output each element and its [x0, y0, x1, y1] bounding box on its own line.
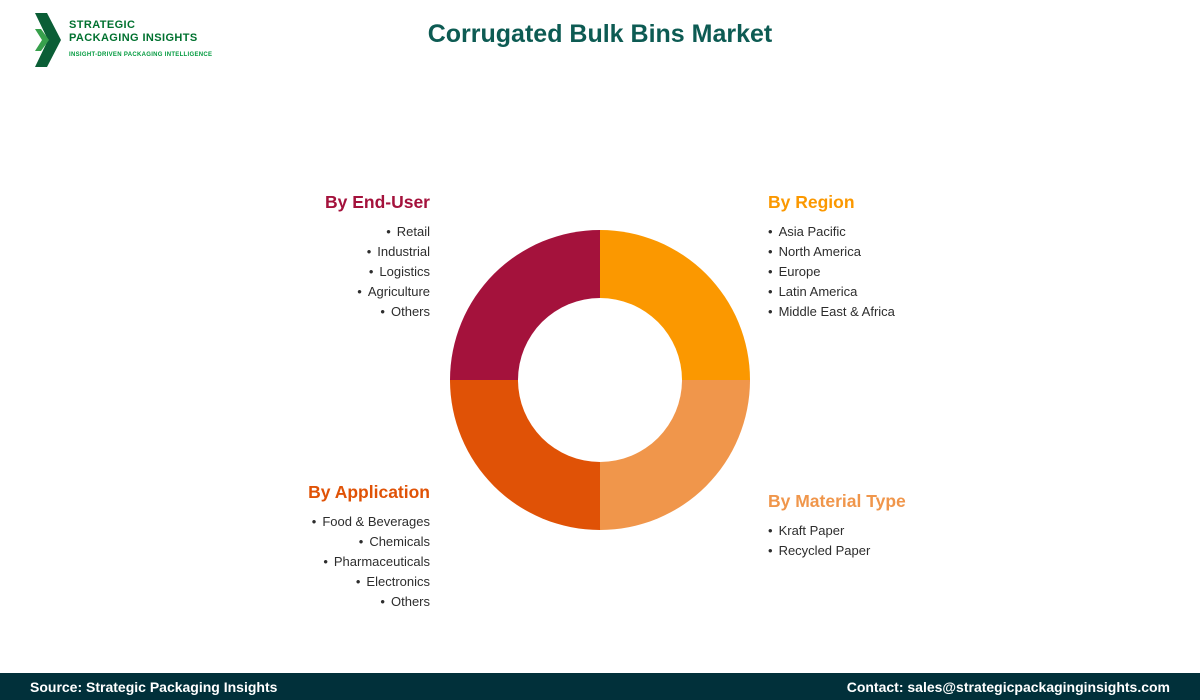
segment-group-application: By Application Food & Beverages Chemical… [308, 482, 430, 612]
brand-name-line2: PACKAGING INSIGHTS [69, 32, 198, 44]
segment-group-material-type: By Material Type Kraft Paper Recycled Pa… [768, 491, 906, 561]
footer-contact-text: Contact: sales@strategicpackaginginsight… [846, 678, 1170, 695]
list-item: Europe [768, 262, 895, 282]
list-item: Retail [325, 222, 430, 242]
brand-logo-text: STRATEGIC PACKAGING INSIGHTS INSIGHT-DRI… [69, 13, 212, 58]
list-item: Kraft Paper [768, 521, 906, 541]
donut-chart [450, 230, 750, 530]
list-item: Recycled Paper [768, 541, 906, 561]
footer-source-text: Source: Strategic Packaging Insights [30, 678, 278, 695]
list-item: Chemicals [308, 532, 430, 552]
segment-heading-material-type: By Material Type [768, 491, 906, 511]
list-item: North America [768, 242, 895, 262]
brand-name-line1: STRATEGIC [69, 19, 136, 31]
list-item: Electronics [308, 572, 430, 592]
list-item: Latin America [768, 282, 895, 302]
list-item: Asia Pacific [768, 222, 895, 242]
segment-list-application: Food & Beverages Chemicals Pharmaceutica… [308, 512, 430, 612]
list-item: Others [325, 302, 430, 322]
list-item: Agriculture [325, 282, 430, 302]
segment-heading-application: By Application [308, 482, 430, 502]
donut-chart-hole [518, 298, 682, 462]
list-item: Others [308, 592, 430, 612]
list-item: Industrial [325, 242, 430, 262]
segment-heading-end-user: By End-User [324, 192, 430, 212]
brand-tagline: INSIGHT-DRIVEN PACKAGING INTELLIGENCE [69, 52, 213, 58]
page-title: Corrugated Bulk Bins Market [427, 20, 773, 48]
list-item: Logistics [325, 262, 430, 282]
list-item: Middle East & Africa [768, 302, 895, 322]
footer-bar: Source: Strategic Packaging Insights Con… [0, 673, 1200, 700]
list-item: Food & Beverages [308, 512, 430, 532]
segment-list-region: Asia Pacific North America Europe Latin … [768, 222, 895, 322]
segment-group-region: By Region Asia Pacific North America Eur… [768, 192, 895, 322]
segment-list-material-type: Kraft Paper Recycled Paper [768, 521, 906, 561]
chevron-logo-icon [35, 13, 61, 67]
brand-logo: STRATEGIC PACKAGING INSIGHTS INSIGHT-DRI… [35, 13, 212, 67]
segment-group-end-user: By End-User Retail Industrial Logistics … [325, 192, 430, 322]
segment-heading-region: By Region [768, 192, 855, 212]
segment-list-end-user: Retail Industrial Logistics Agriculture … [325, 222, 430, 322]
list-item: Pharmaceuticals [308, 552, 430, 572]
